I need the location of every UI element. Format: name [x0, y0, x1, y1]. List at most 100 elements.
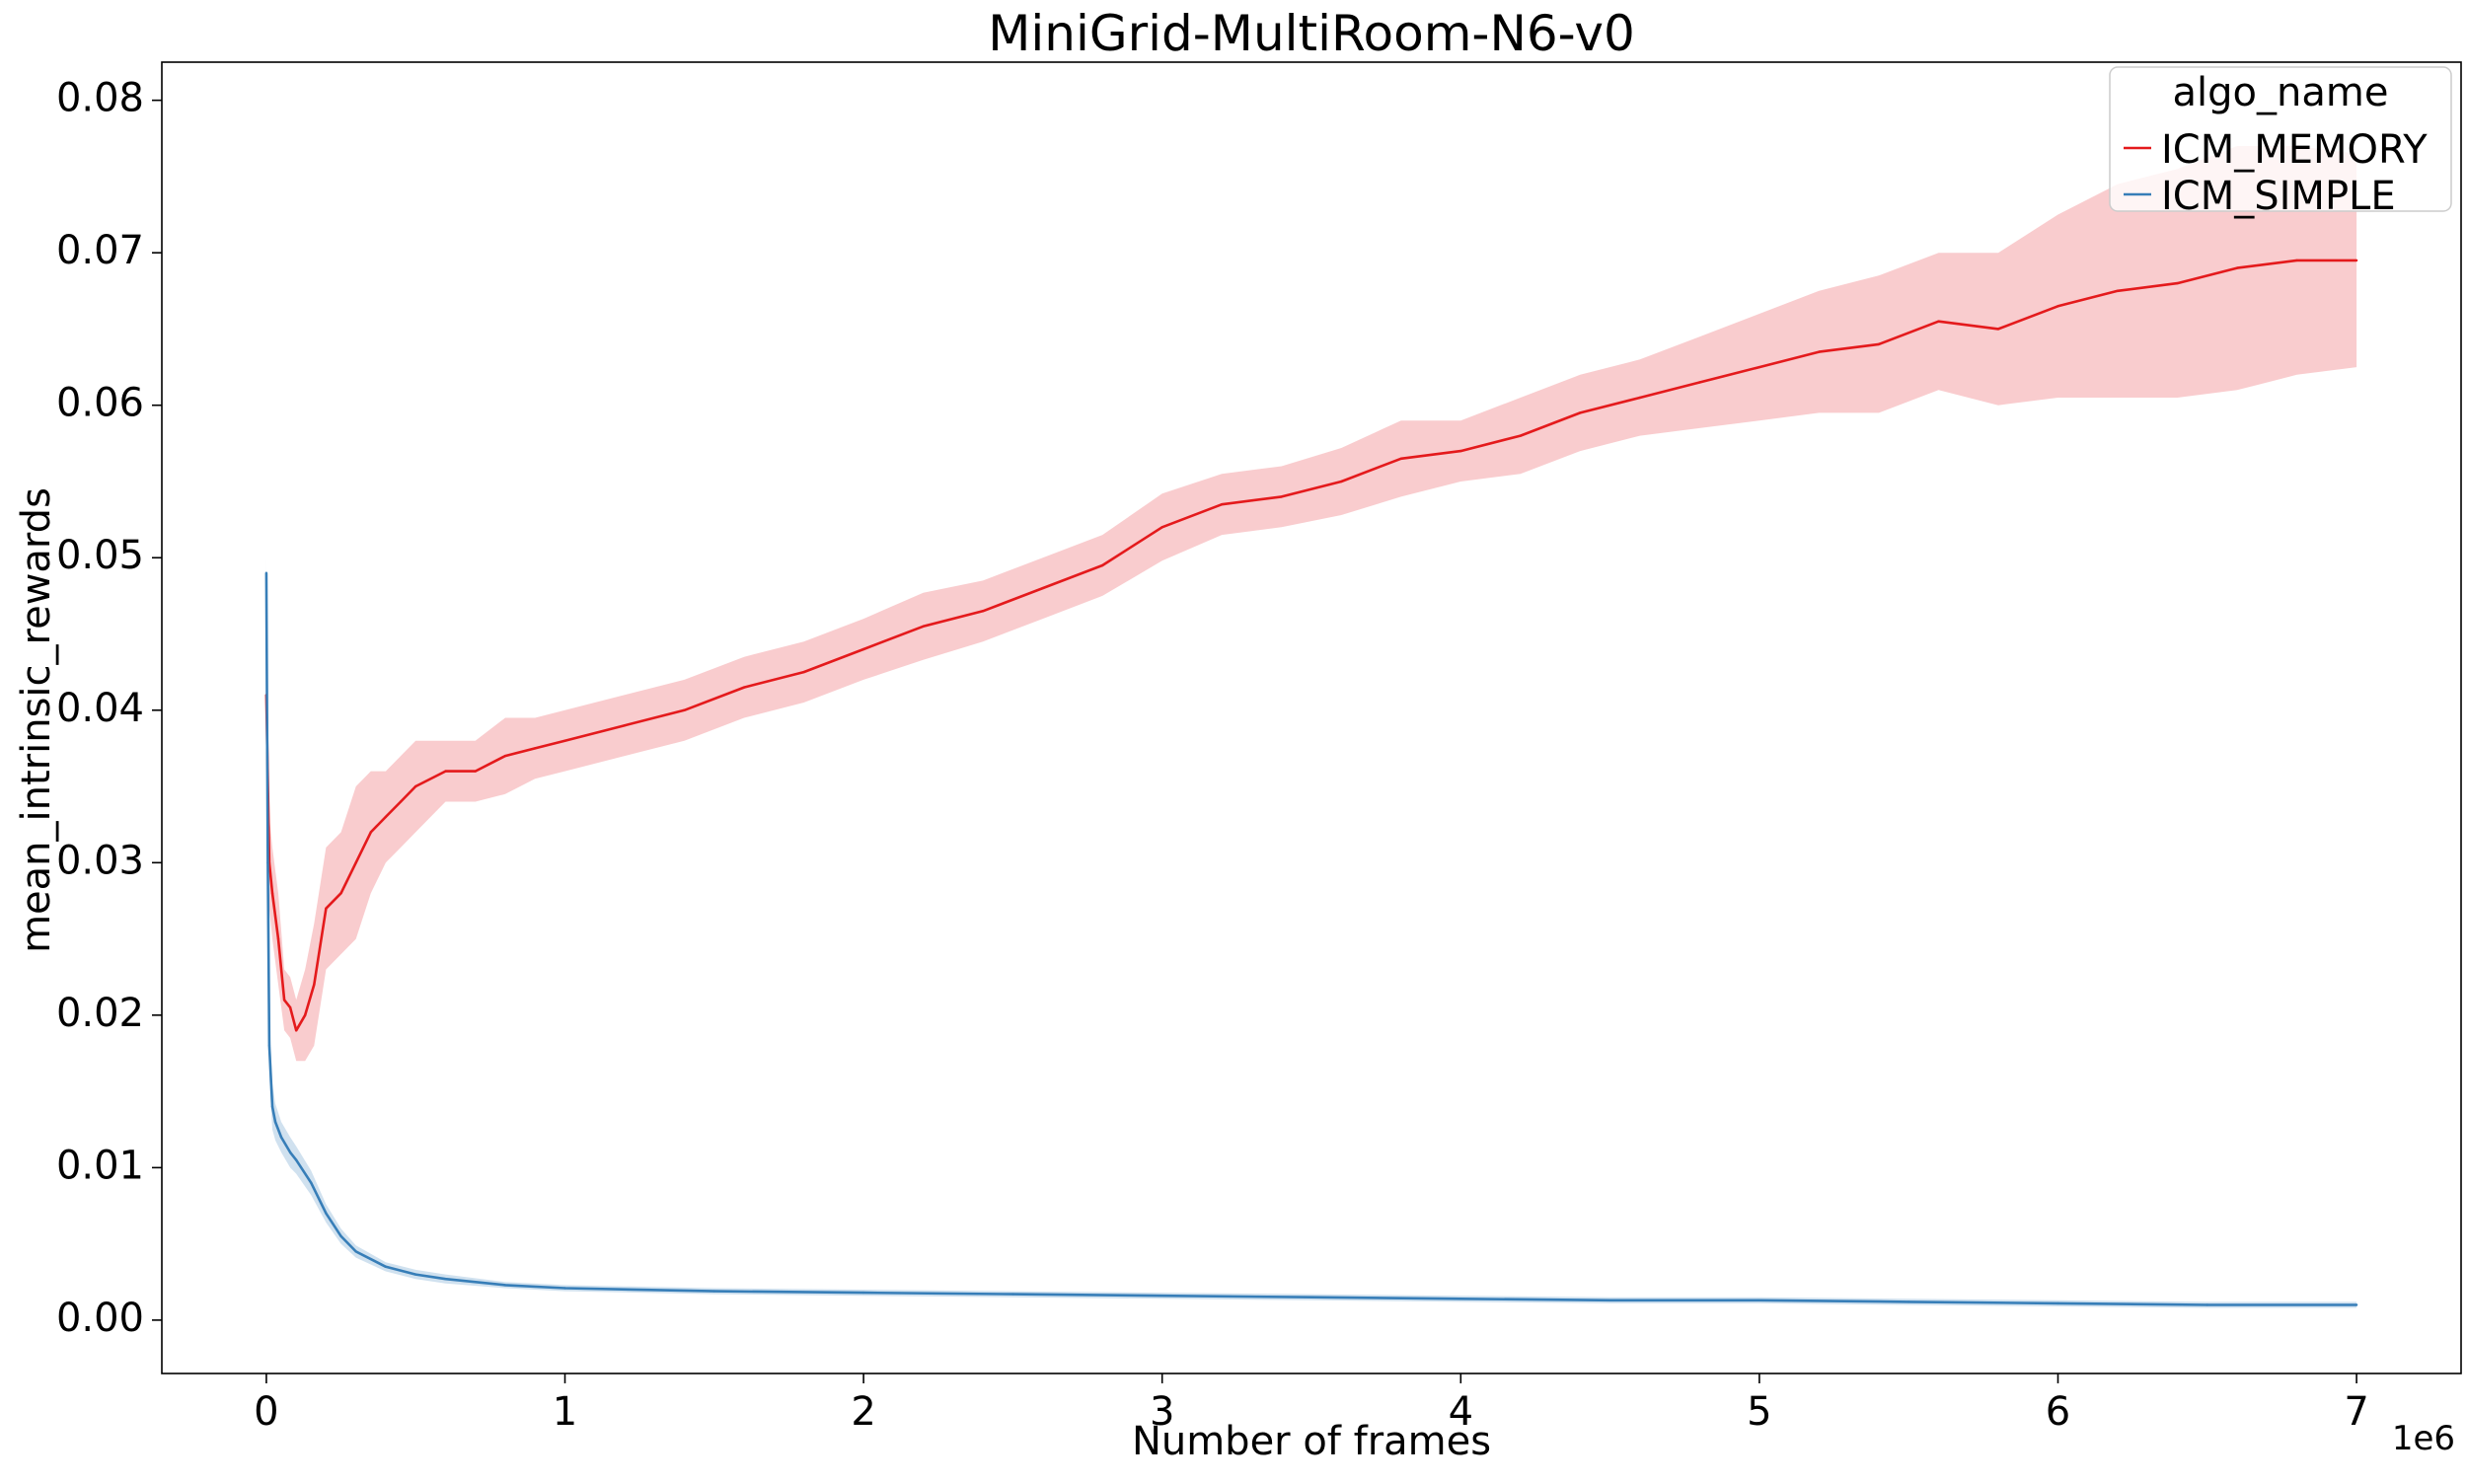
data-point-icm-memory [1459, 449, 1462, 453]
data-point-icm-memory [2116, 289, 2120, 292]
data-point-icm-simple [1757, 1298, 1761, 1302]
x-tick-label: 3 [1150, 1389, 1174, 1435]
x-axis-offset-label: 1e6 [2392, 1419, 2455, 1458]
data-point-icm-memory [339, 892, 342, 895]
data-point-icm-memory [1399, 457, 1403, 460]
data-point-icm-memory [981, 610, 985, 613]
data-point-icm-memory [1757, 365, 1761, 369]
x-tick-label: 6 [2046, 1389, 2070, 1435]
data-point-icm-memory [1280, 495, 1283, 498]
data-point-icm-memory [304, 1013, 307, 1017]
data-point-icm-memory [313, 983, 316, 987]
data-point-icm-memory [1340, 480, 1343, 483]
data-point-icm-memory [1818, 350, 1821, 353]
data-point-icm-simple [1309, 1296, 1313, 1298]
y-tick-label: 0.05 [56, 533, 144, 578]
band-icm-memory [265, 146, 2357, 1062]
y-axis: 0.00 0.01 0.02 0.03 0.04 0.05 0.06 0.07 0.08 [56, 76, 162, 1341]
data-point-icm-simple [270, 1105, 274, 1108]
x-tick-label: 0 [254, 1389, 278, 1435]
series-lines [264, 259, 2358, 1306]
x-tick-label: 1 [553, 1389, 577, 1435]
data-point-icm-memory [2235, 266, 2239, 269]
data-point-icm-simple [288, 1150, 292, 1154]
data-point-icm-simple [339, 1234, 342, 1238]
data-point-icm-simple [264, 571, 268, 574]
data-point-icm-memory [534, 747, 537, 750]
x-tick-label: 4 [1449, 1389, 1473, 1435]
chart-title: MiniGrid-MultiRoom-N6-v0 [988, 5, 1635, 62]
legend-box [2109, 66, 2452, 212]
data-point-icm-simple [861, 1291, 865, 1295]
data-point-icm-memory [369, 831, 372, 834]
data-point-icm-simple [279, 1136, 283, 1139]
x-tick-label: 5 [1747, 1389, 1771, 1435]
data-point-icm-memory [623, 724, 627, 727]
y-tick-label: 0.00 [56, 1296, 144, 1341]
data-point-icm-simple [414, 1273, 417, 1276]
data-point-icm-memory [276, 937, 280, 940]
data-point-icm-memory [742, 686, 746, 689]
data-point-icm-memory [1996, 328, 2000, 331]
data-point-icm-memory [563, 739, 566, 742]
data-point-icm-simple [266, 861, 269, 864]
data-point-icm-simple [1608, 1298, 1611, 1302]
data-point-icm-memory [1041, 586, 1044, 590]
data-point-icm-memory [683, 708, 686, 711]
data-point-icm-simple [267, 1044, 271, 1048]
confidence-bands [265, 146, 2357, 1308]
plot-area-frame [161, 61, 2462, 1374]
data-point-icm-memory [861, 647, 865, 651]
data-point-icm-simple [325, 1212, 328, 1215]
y-tick-label: 0.02 [56, 991, 144, 1036]
data-point-icm-memory [444, 770, 447, 773]
data-point-icm-memory [503, 754, 507, 758]
y-tick-label: 0.04 [56, 686, 144, 731]
data-point-icm-memory [1221, 503, 1224, 506]
data-point-icm-memory [1579, 411, 1582, 414]
data-point-icm-memory [1638, 396, 1642, 400]
data-point-icm-simple [712, 1290, 715, 1293]
data-point-icm-memory [2295, 259, 2298, 262]
data-point-icm-memory [1160, 526, 1163, 529]
data-point-icm-simple [384, 1265, 388, 1269]
data-point-icm-memory [1877, 342, 1881, 346]
data-point-icm-simple [1011, 1293, 1014, 1296]
data-point-icm-memory [414, 784, 417, 788]
data-point-icm-simple [503, 1284, 507, 1287]
data-point-icm-simple [273, 1120, 277, 1124]
data-point-icm-simple [1160, 1295, 1163, 1298]
legend-label-icm-simple: ICM_SIMPLE [2161, 174, 2396, 219]
data-point-icm-simple [310, 1181, 313, 1185]
data-point-icm-simple [2205, 1303, 2208, 1306]
data-point-icm-simple [563, 1287, 566, 1290]
legend-title: algo_name [2173, 70, 2389, 115]
data-point-icm-memory [2056, 305, 2059, 308]
data-point-icm-simple [444, 1278, 447, 1281]
y-tick-label: 0.07 [56, 228, 144, 273]
y-axis-label: mean_intrinsic_rewards [14, 487, 59, 953]
data-point-icm-memory [354, 861, 357, 864]
data-point-icm-memory [399, 800, 403, 803]
y-tick-label: 0.03 [56, 838, 144, 883]
data-point-icm-simple [295, 1158, 298, 1161]
legend[interactable]: algo_name ICM_MEMORY ICM_SIMPLE [2109, 66, 2452, 219]
data-point-icm-simple [1459, 1298, 1462, 1300]
data-point-icm-memory [802, 670, 805, 674]
x-tick-label: 2 [851, 1389, 875, 1435]
data-point-icm-memory [474, 770, 477, 773]
data-point-icm-memory [2176, 281, 2179, 285]
data-point-icm-simple [2355, 1303, 2358, 1306]
data-point-icm-memory [295, 1029, 298, 1032]
data-point-icm-simple [1907, 1300, 1910, 1303]
data-point-icm-memory [1698, 381, 1701, 384]
data-point-icm-memory [1937, 320, 1940, 323]
data-point-icm-simple [2056, 1301, 2059, 1305]
data-point-icm-simple [354, 1250, 357, 1253]
data-point-icm-memory [384, 815, 388, 819]
y-tick-label: 0.06 [56, 381, 144, 426]
y-tick-label: 0.01 [56, 1143, 144, 1188]
x-tick-label: 7 [2344, 1389, 2368, 1435]
